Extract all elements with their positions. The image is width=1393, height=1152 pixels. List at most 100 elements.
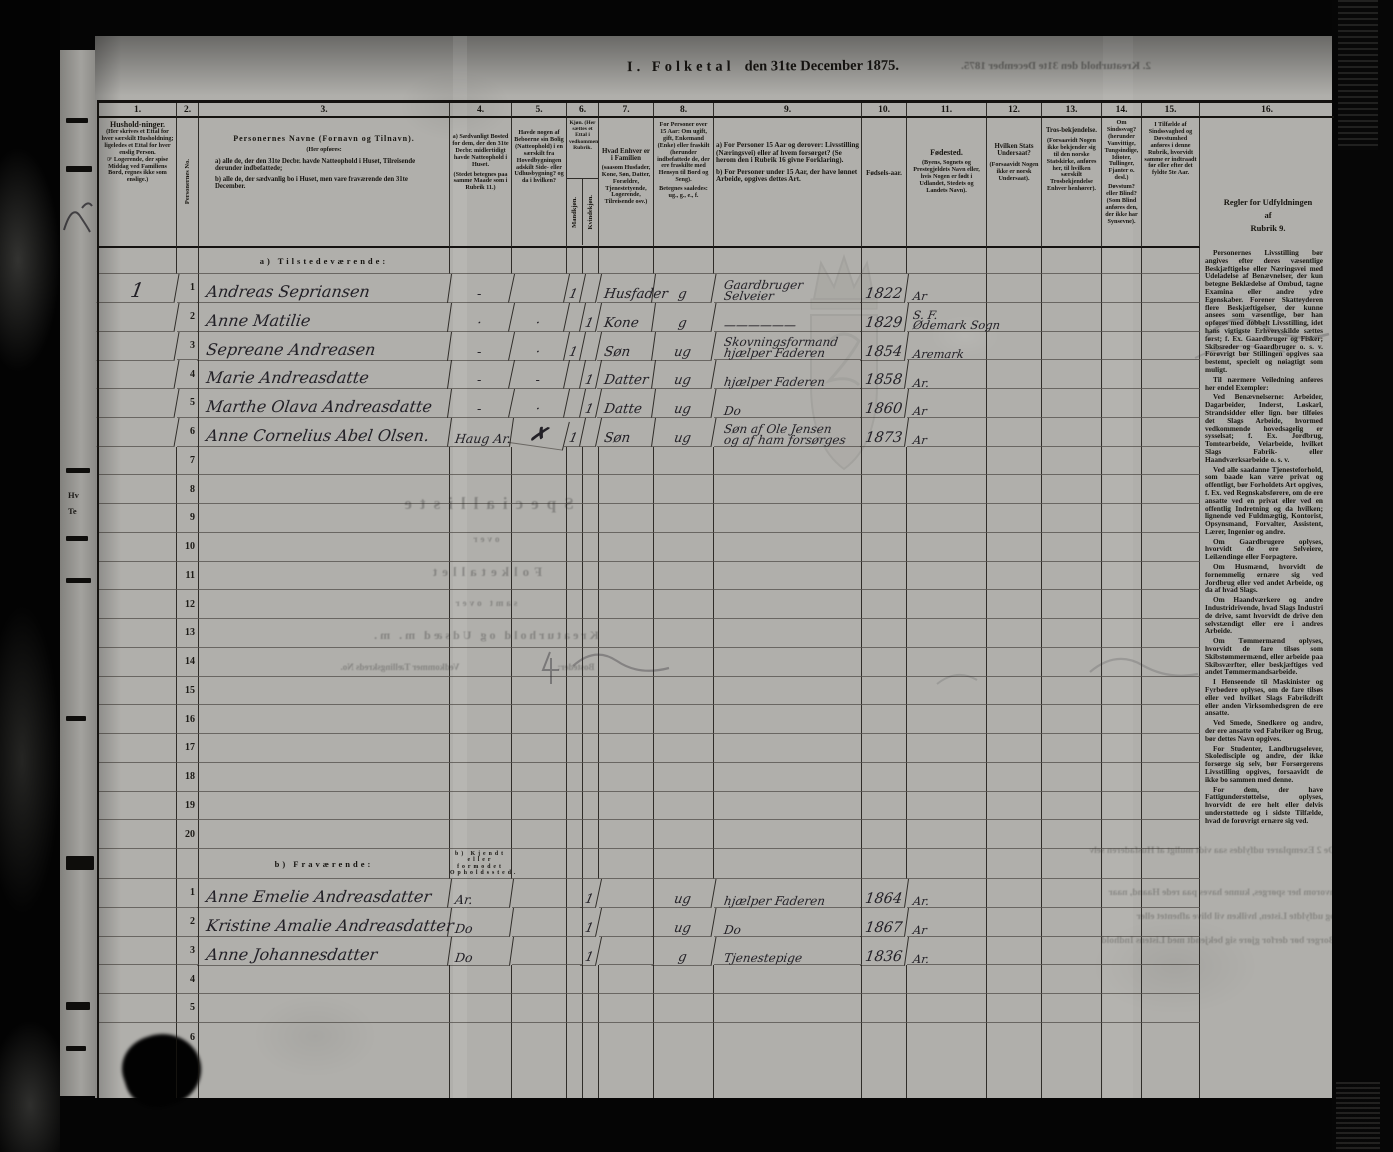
empty-row: 20 [97, 820, 1332, 849]
table-cell [907, 676, 987, 706]
table-cell [1042, 647, 1102, 677]
table-cell [450, 590, 512, 619]
table-cell [907, 734, 987, 763]
table-cell [567, 734, 583, 763]
table-cell [987, 1051, 1042, 1098]
person-number: 8 [177, 475, 199, 504]
table-cell [907, 532, 987, 562]
table-cell [599, 879, 654, 908]
column-number: 11. [907, 103, 987, 118]
table-cell [512, 994, 567, 1023]
household-number: 1 [96, 274, 180, 303]
table-cell [199, 590, 450, 619]
table-cell [450, 248, 512, 274]
table-cell [1042, 619, 1102, 648]
table-cell [599, 1022, 654, 1052]
table-cell [1102, 446, 1142, 476]
column-number: 13. [1042, 103, 1102, 118]
header-udhusbygning: Havde nogen af Beboerne sin Bolig (Natte… [512, 118, 567, 248]
table-cell [199, 1051, 450, 1098]
table-cell [1142, 274, 1200, 303]
family-position: Søn [596, 331, 657, 361]
table-cell [567, 994, 583, 1023]
table-cell [450, 820, 512, 849]
table-cell [1142, 820, 1200, 849]
person-name: Anne Johannesdatter [196, 936, 453, 966]
table-cell [512, 532, 567, 562]
scanner-background-left [0, 0, 60, 1152]
table-cell [1102, 676, 1142, 706]
table-cell [714, 734, 862, 763]
table-cell [583, 532, 599, 562]
table-cell [987, 532, 1042, 562]
table-cell [714, 532, 862, 562]
outbuilding-mark: ‐ [508, 360, 571, 389]
occupation: Do [714, 907, 862, 937]
table-cell [512, 820, 567, 849]
table-cell [1142, 647, 1200, 677]
table-cell [862, 1022, 907, 1052]
table-cell [450, 446, 512, 476]
person-name: Anne Matilie [196, 302, 453, 332]
table-cell [987, 994, 1042, 1023]
table-cell [567, 936, 583, 966]
table-cell [862, 475, 907, 504]
table-cell [862, 1051, 907, 1098]
census-sheet: Specialliste over Folketallet samt over … [95, 36, 1335, 1117]
table-cell [199, 965, 450, 994]
header-mandkjon: Mandkjøn. [567, 179, 583, 245]
person-name: Marie Andreasdatte [196, 360, 453, 389]
table-cell [714, 762, 862, 792]
table-cell [654, 994, 714, 1023]
mirrored-reverse-title: 2. Kreaturhold den 31te December 1875. [961, 60, 1151, 72]
table-cell [714, 590, 862, 619]
table-cell [654, 1022, 714, 1052]
table-cell [654, 590, 714, 619]
residence-note-text: b) Kjendt eller formodet Opholdssted. [450, 851, 519, 876]
table-cell [1142, 907, 1200, 937]
whereabouts: Do [447, 907, 515, 937]
marital-status: ug [651, 331, 717, 361]
table-cell [714, 1022, 862, 1052]
table-cell [99, 907, 177, 937]
table-cell [1042, 791, 1102, 821]
whereabouts: Do [447, 936, 515, 966]
header-tilfaelde: I Tilfælde af Sindssvaghed og Døvstumhed… [1142, 118, 1200, 248]
rules-paragraph: Personernes Livsstilling bør angives eft… [1205, 248, 1323, 374]
table-cell [862, 676, 907, 706]
table-cell [1142, 389, 1200, 418]
header-fodselsaar: Fødsels-aar. [862, 118, 907, 248]
column-number: 6. [567, 103, 599, 118]
table-cell [512, 936, 567, 966]
table-cell [987, 561, 1042, 591]
table-cell [512, 446, 567, 476]
table-cell [583, 1051, 599, 1098]
table-cell [599, 248, 654, 274]
table-cell [907, 446, 987, 476]
table-cell [99, 936, 177, 966]
table-cell [99, 647, 177, 677]
empty-row: 13 [97, 619, 1332, 648]
table-cell [599, 965, 654, 994]
rules-paragraph: Om Tømmermænd oplyses, hvorvidt de fare … [1205, 636, 1323, 677]
table-cell [199, 676, 450, 706]
table-cell [907, 647, 987, 677]
table-cell [1102, 1051, 1142, 1098]
table-cell [714, 994, 862, 1023]
table-cell [599, 849, 654, 879]
occupation-line: hjælper Faderen [723, 375, 826, 389]
column-number: 5. [512, 103, 567, 118]
table-cell [862, 849, 907, 879]
family-position: Søn [596, 417, 657, 447]
occupation: hjælper Faderen [714, 879, 862, 908]
outbuilding-mark [508, 274, 571, 303]
table-cell [907, 965, 987, 994]
person-number: 16 [177, 705, 199, 734]
edge-handwriting-fragment [63, 202, 93, 233]
page-title-part1: I. Folketal [626, 58, 735, 76]
table-cell [907, 762, 987, 792]
column-number: 7. [599, 103, 654, 118]
table-cell [1142, 879, 1200, 908]
marital-status: ug [651, 389, 717, 418]
table-cell [987, 360, 1042, 389]
